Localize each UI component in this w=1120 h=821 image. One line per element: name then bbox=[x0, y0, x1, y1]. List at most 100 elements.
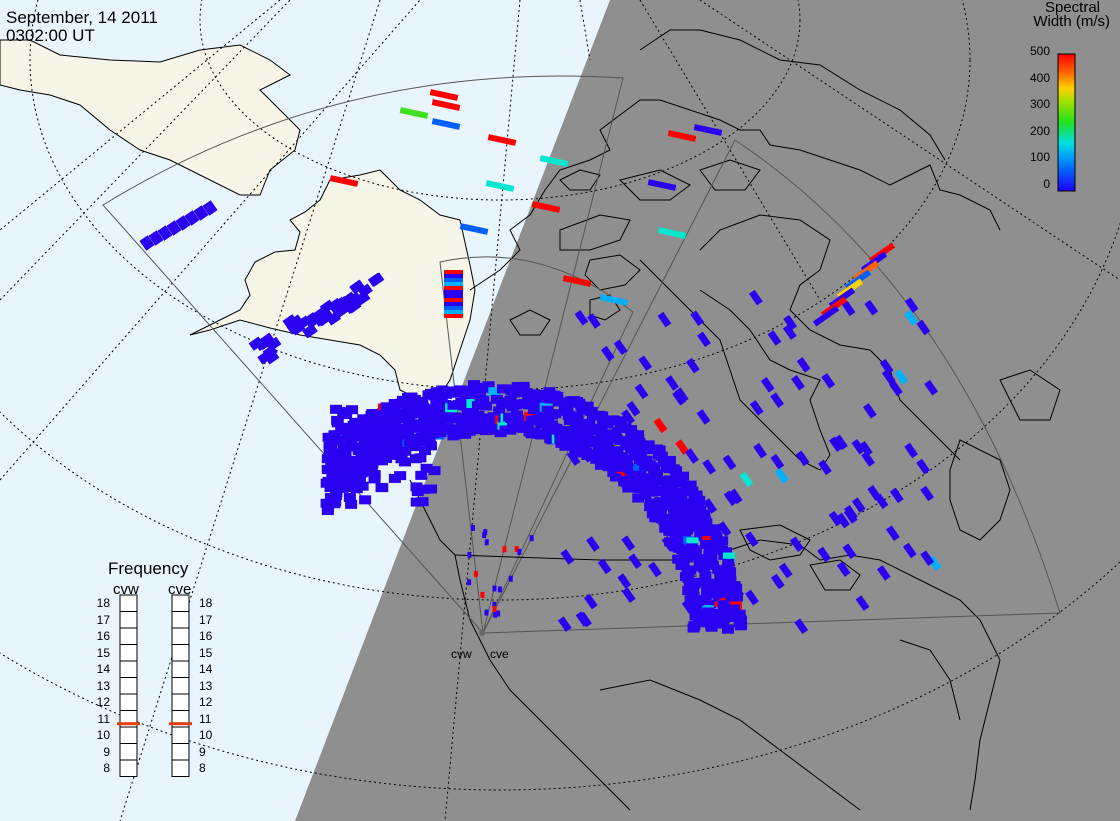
echo-cell bbox=[490, 394, 503, 404]
echo-cell bbox=[290, 321, 306, 336]
frequency-tick-label: 12 bbox=[199, 695, 213, 709]
frequency-tick-label: 10 bbox=[96, 728, 110, 742]
echo-cell bbox=[749, 400, 764, 416]
echo-cell bbox=[702, 459, 717, 475]
echo-cell bbox=[722, 454, 737, 471]
echo-cell bbox=[723, 490, 738, 506]
echo-cell bbox=[406, 433, 419, 443]
echo-cell bbox=[578, 611, 592, 628]
echo-cell bbox=[480, 591, 485, 598]
frequency-tick-label: 17 bbox=[96, 612, 110, 627]
echo-cell bbox=[339, 448, 352, 458]
echo-cell bbox=[920, 485, 934, 502]
frequency-gauge-cell bbox=[119, 726, 138, 744]
echo-cell bbox=[684, 514, 697, 524]
echo-cell bbox=[539, 155, 569, 167]
frequency-gauges bbox=[117, 594, 192, 777]
frequency-tick-label: 15 bbox=[199, 645, 213, 660]
echo-cell bbox=[685, 448, 699, 464]
echo-cell bbox=[629, 450, 644, 466]
echo-cell bbox=[386, 445, 399, 455]
echo-cell bbox=[405, 392, 418, 402]
echo-cell bbox=[349, 279, 365, 295]
echo-cell bbox=[413, 407, 426, 417]
frequency-tick-label: 13 bbox=[199, 678, 213, 693]
frequency-tick-label: 13 bbox=[96, 678, 110, 693]
echo-cell bbox=[653, 417, 668, 434]
frequency-gauge-cell bbox=[171, 726, 190, 744]
frequency-gauge-cell bbox=[171, 611, 190, 629]
echo-cell bbox=[410, 497, 423, 507]
echo-cell bbox=[721, 624, 734, 634]
echo-cell bbox=[322, 465, 335, 475]
echo-cell bbox=[647, 179, 677, 191]
echo-cell bbox=[346, 405, 359, 415]
echo-cell bbox=[388, 404, 401, 414]
echo-cell bbox=[670, 466, 683, 476]
echo-cell bbox=[634, 383, 649, 400]
frequency-tick-label: 8 bbox=[103, 761, 110, 775]
frequency-tick-label: 14 bbox=[96, 662, 110, 676]
echo-cell bbox=[482, 420, 495, 430]
frequency-gauge-cell bbox=[119, 660, 138, 678]
echo-cell bbox=[444, 302, 463, 306]
echo-cell bbox=[535, 408, 548, 418]
echo-cell bbox=[564, 429, 577, 439]
frequency-gauge-cell bbox=[119, 611, 138, 629]
echo-cell bbox=[349, 427, 362, 437]
echo-cell bbox=[641, 472, 656, 489]
echo-cell bbox=[593, 445, 606, 455]
echo-cell bbox=[492, 605, 497, 612]
echo-cell bbox=[473, 570, 478, 577]
echo-cell bbox=[388, 473, 401, 483]
echo-cell bbox=[517, 548, 522, 555]
echo-cell bbox=[625, 425, 638, 435]
frequency-tick-label: 14 bbox=[199, 662, 213, 676]
echo-cell bbox=[687, 623, 700, 633]
echo-cell bbox=[728, 488, 743, 505]
echo-cell bbox=[444, 294, 463, 298]
echo-cell bbox=[431, 99, 461, 111]
echo-cell bbox=[716, 536, 729, 546]
echo-cell bbox=[874, 493, 889, 509]
echo-cell bbox=[440, 423, 453, 433]
echo-cell bbox=[569, 447, 582, 457]
echo-cell bbox=[677, 471, 690, 481]
echo-cell bbox=[320, 498, 333, 508]
echo-cell bbox=[675, 439, 690, 455]
echo-cell bbox=[626, 400, 641, 417]
echo-cell bbox=[340, 470, 353, 480]
echo-cell bbox=[444, 286, 463, 290]
legend-title-line1: Spectral bbox=[1044, 0, 1100, 16]
echo-cell bbox=[345, 499, 358, 509]
echo-cell bbox=[353, 476, 366, 486]
echo-cell bbox=[139, 235, 155, 251]
echo-cell bbox=[262, 344, 278, 360]
echo-cell bbox=[359, 495, 372, 505]
echo-cell bbox=[842, 543, 857, 559]
echo-cell bbox=[193, 205, 209, 221]
echo-cell bbox=[770, 453, 785, 470]
frequency-gauge-cell bbox=[119, 693, 138, 711]
echo-cell bbox=[383, 450, 396, 460]
time-label: 0302:00 UT bbox=[6, 26, 95, 45]
echo-cell bbox=[456, 385, 469, 395]
echo-cell bbox=[658, 500, 671, 510]
frequency-gauge-cell bbox=[171, 660, 190, 678]
echo-cell bbox=[645, 487, 658, 497]
echo-cell bbox=[421, 409, 434, 419]
echo-cell bbox=[571, 411, 584, 421]
echo-cell bbox=[657, 457, 670, 467]
border-line bbox=[454, 554, 700, 561]
echo-cell bbox=[562, 275, 592, 287]
frequency-tick-label: 11 bbox=[97, 711, 110, 726]
frequency-tick-label: 12 bbox=[96, 695, 110, 709]
echo-cell bbox=[676, 518, 689, 528]
echo-cell bbox=[583, 418, 596, 428]
echo-cell bbox=[701, 610, 714, 620]
legend-title-line2: Width (m/s) bbox=[1033, 13, 1110, 30]
echo-cell bbox=[894, 369, 909, 385]
echo-cell bbox=[595, 424, 608, 434]
echo-cell bbox=[695, 577, 708, 587]
echo-cell bbox=[640, 455, 653, 465]
